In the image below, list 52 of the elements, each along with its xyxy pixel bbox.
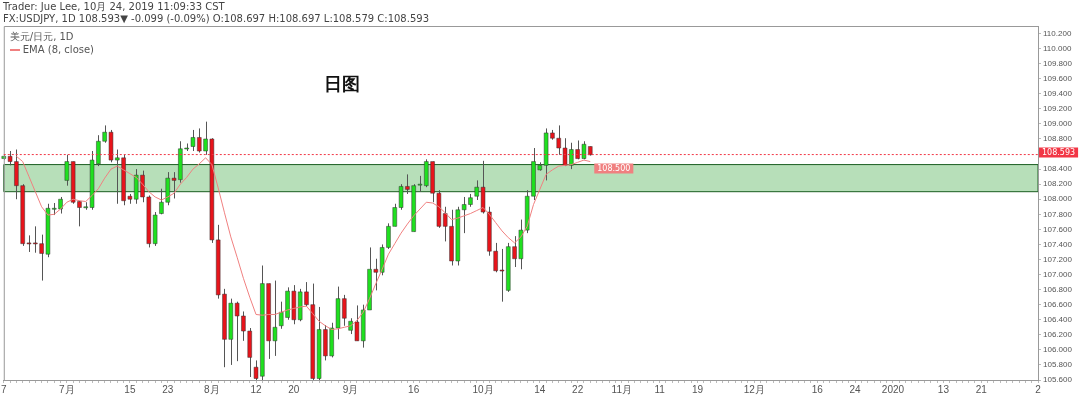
x-tick-label: 11 — [654, 383, 666, 395]
x-tick-label: 10月 — [472, 383, 494, 395]
y-tick-label: 105.800 — [1043, 360, 1073, 370]
text: 日图 — [324, 72, 361, 96]
y-tick-label: 106.000 — [1043, 345, 1073, 355]
data-label: 108.500 — [597, 163, 631, 173]
y-tick-label: 107.200 — [1043, 254, 1073, 264]
y-tick-label: 106.400 — [1043, 314, 1073, 324]
x-tick-label: 7 — [1, 383, 7, 395]
legend-title: 美元/日元, 1D — [9, 30, 75, 43]
x-tick-label: 14 — [534, 383, 546, 395]
ref-line-label: 108.593 — [1042, 147, 1076, 157]
x-tick-label: 22 — [572, 383, 584, 395]
y-tick-label: 106.600 — [1043, 299, 1073, 309]
y-tick-label: 106.800 — [1043, 284, 1073, 294]
x-tick-label: 13 — [937, 383, 950, 395]
x-tick-label: 9月 — [342, 383, 359, 395]
x-tick-label: 7月 — [59, 383, 75, 395]
x-tick-label: 2020 — [881, 383, 905, 395]
y-tick-label: 109.400 — [1043, 88, 1073, 98]
y-tick-label: 110.200 — [1043, 28, 1072, 38]
y-tick-label: 108.800 — [1043, 134, 1073, 144]
y-tick-label: 110.000 — [1043, 43, 1072, 53]
y-tick-label: 109.800 — [1043, 58, 1073, 68]
y-tick-label: 105.600 — [1043, 375, 1073, 385]
x-tick-label: 2 — [1035, 383, 1042, 395]
x-tick-label: 12 — [250, 383, 263, 395]
x-tick-label: 19 — [691, 383, 704, 395]
y-tick-label: 109.000 — [1043, 119, 1073, 129]
x-tick-label: 15 — [124, 383, 136, 395]
y-tick-label: 107.600 — [1043, 224, 1073, 234]
y-tick-label: 108.200 — [1043, 179, 1073, 189]
x-tick-label: 11月 — [611, 383, 632, 395]
y-tick-label: 109.600 — [1043, 73, 1073, 83]
x-tick-label: 24 — [849, 383, 862, 395]
x-tick-label: 16 — [408, 383, 420, 395]
y-tick-label: 107.400 — [1043, 239, 1073, 249]
legend-label: EMA (8, close) — [22, 44, 95, 55]
y-tick-label: 108.400 — [1043, 164, 1073, 174]
y-tick-label: 109.200 — [1043, 104, 1073, 114]
x-tick-label: 21 — [975, 383, 988, 395]
text: Trader: Jue Lee, 10月 24, 2019 11:09:33 CST — [3, 1, 225, 13]
x-tick-label: 16 — [811, 383, 824, 395]
y-tick-label: 107.800 — [1043, 209, 1073, 219]
y-tick-label: 107.000 — [1043, 269, 1073, 279]
x-tick-label: 23 — [162, 383, 174, 395]
y-tick-label: 108.000 — [1043, 194, 1073, 204]
y-tick-label: 106.200 — [1043, 330, 1073, 340]
text: FX:USDJPY, 1D 108.593▼ -0.099 (-0.09%) O:108.697 H:108.697 L:108.579 C:108.593 — [3, 13, 429, 25]
x-tick-label: 12月 — [743, 383, 765, 395]
x-tick-label: 8月 — [204, 383, 220, 395]
x-tick-label: 20 — [288, 383, 300, 395]
